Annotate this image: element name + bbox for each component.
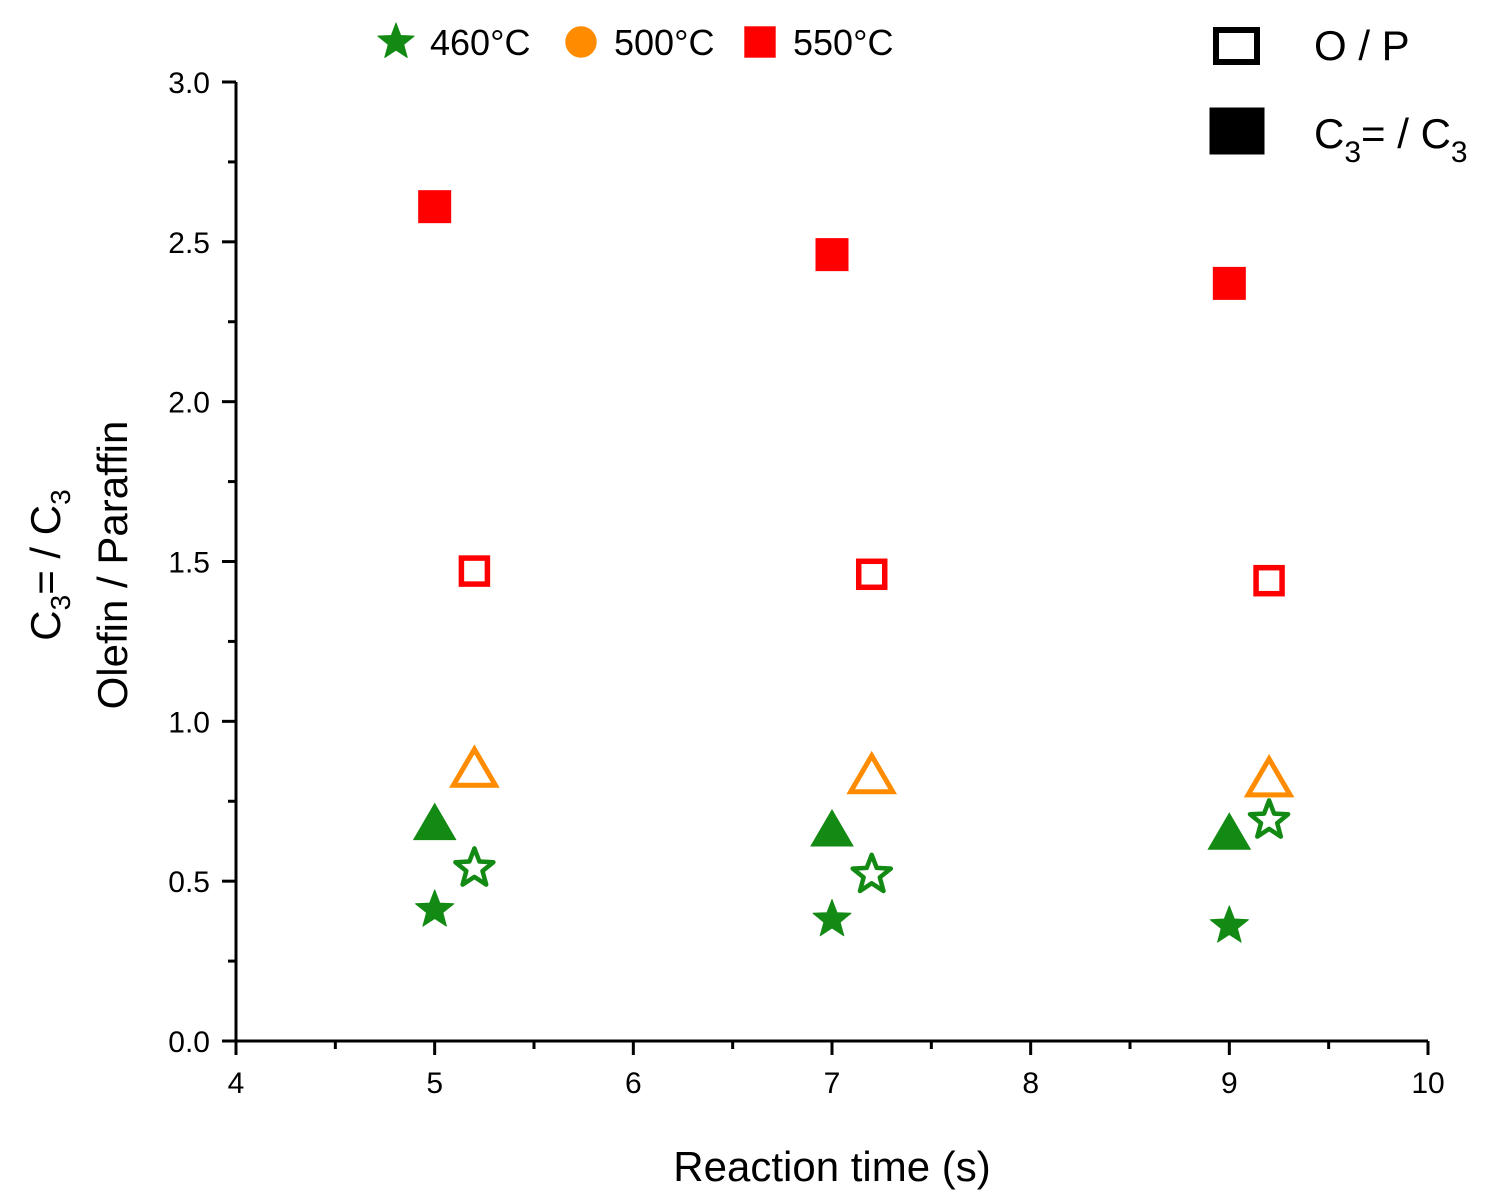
data-point-square-open xyxy=(458,555,491,587)
data-point-triangle-open xyxy=(846,750,898,795)
data-marks xyxy=(412,190,1295,943)
y-tick-label: 3.0 xyxy=(168,67,210,100)
legend-label: 500°C xyxy=(614,22,714,63)
legend-label: 460°C xyxy=(430,22,530,63)
data-point-square-filled xyxy=(1212,266,1246,300)
data-point-star-open xyxy=(453,846,496,887)
x-tick-label: 5 xyxy=(426,1067,443,1100)
y-axis-title-line1: C3= / C3 xyxy=(22,489,76,640)
legend-label-c3: C3= / C3 xyxy=(1314,110,1468,169)
x-tick-label: 7 xyxy=(824,1067,841,1100)
y-tick-label: 2.0 xyxy=(168,387,210,420)
data-point-triangle-open xyxy=(449,744,500,788)
data-point-triangle-open xyxy=(1243,753,1295,798)
legend-marker-open-square xyxy=(1213,27,1260,65)
legend-label: 550°C xyxy=(793,22,893,63)
y-tick-label: 0.0 xyxy=(168,1026,210,1059)
y-axis-title: C3= / C3 Olefin / Paraffin xyxy=(22,421,136,710)
data-point-star-filled xyxy=(415,889,455,927)
legend-marker-square xyxy=(744,26,776,58)
axes xyxy=(234,82,1428,1043)
y-tick-label: 2.5 xyxy=(168,227,210,260)
y-tick-label: 0.5 xyxy=(168,866,210,899)
legend-marker-star xyxy=(377,22,415,58)
legend-fill-type: O / P C3= / C3 xyxy=(1209,22,1468,169)
x-tick-label: 9 xyxy=(1221,1067,1238,1100)
legend-temperature: 460°C 500°C 550°C xyxy=(377,22,893,63)
y-tick-label: 1.0 xyxy=(168,706,210,739)
data-point-star-open xyxy=(1247,798,1291,839)
x-tick-label: 6 xyxy=(625,1067,642,1100)
data-point-triangle-filled xyxy=(810,809,854,847)
x-axis-title: Reaction time (s) xyxy=(673,1143,990,1190)
data-point-triangle-filled xyxy=(412,802,457,841)
data-point-square-open xyxy=(855,558,888,591)
data-point-triangle-filled xyxy=(1207,812,1252,850)
data-point-star-filled xyxy=(1209,905,1249,943)
x-tick-label: 10 xyxy=(1411,1067,1444,1100)
legend-label-op: O / P xyxy=(1314,22,1410,69)
ticks: 4 5 6 7 8 9 10 0.0 0.5 1.0 1.5 2.0 2.5 3.0 xyxy=(168,67,1444,1100)
data-point-square-open xyxy=(1253,564,1285,597)
y-axis-title-line2: Olefin / Paraffin xyxy=(89,421,136,710)
data-point-square-filled xyxy=(418,190,452,224)
data-point-star-filled xyxy=(812,899,852,937)
data-point-star-open xyxy=(850,852,894,894)
legend-marker-filled-square xyxy=(1209,107,1265,155)
legend-marker-circle xyxy=(565,26,597,58)
x-tick-label: 4 xyxy=(228,1067,245,1100)
x-tick-label: 8 xyxy=(1022,1067,1039,1100)
y-tick-label: 1.5 xyxy=(168,547,210,580)
data-point-square-filled xyxy=(815,238,849,272)
